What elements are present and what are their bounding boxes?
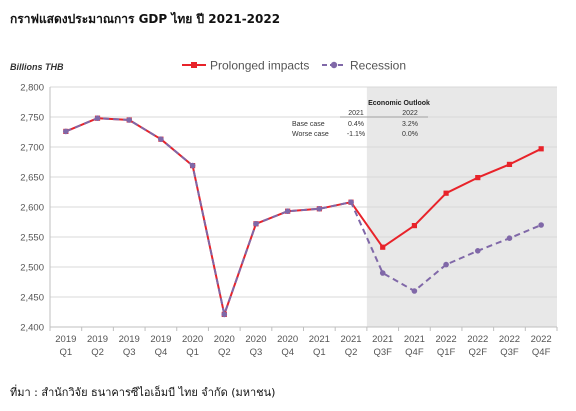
- y-axis-label: Billions THB: [10, 62, 64, 72]
- data-point-square: [411, 223, 418, 229]
- data-point-square: [380, 244, 386, 250]
- x-tick-label-year: 2021: [404, 334, 425, 345]
- data-point-circle: [379, 270, 386, 276]
- x-tick-label-year: 2022: [499, 334, 520, 345]
- y-tick-label: 2,650: [20, 173, 44, 184]
- x-tick-label-year: 2019: [119, 334, 140, 345]
- data-point-circle: [158, 136, 164, 142]
- data-point-circle: [94, 115, 101, 121]
- x-tick-label-year: 2020: [277, 334, 298, 345]
- y-tick-label: 2,500: [20, 263, 44, 274]
- y-tick-label: 2,800: [20, 83, 44, 94]
- y-tick-label: 2,400: [20, 323, 44, 334]
- outlook-cell: 0.0%: [402, 131, 418, 138]
- x-tick-label-quarter: Q3: [123, 347, 136, 358]
- x-tick-label-quarter: Q1: [60, 347, 73, 358]
- outlook-header: 2021: [348, 110, 364, 117]
- data-point-circle: [284, 208, 291, 214]
- chart-legend: Prolonged impacts Recession: [182, 59, 406, 73]
- x-tick-label-quarter: Q2F: [469, 347, 488, 358]
- series-layer: [63, 115, 544, 318]
- y-tick-label: 2,600: [20, 203, 44, 214]
- x-tick-label-quarter: Q4: [281, 347, 294, 358]
- x-tick-label-quarter: Q2: [91, 347, 104, 358]
- x-tick-label-year: 2019: [87, 334, 108, 345]
- x-tick-label-year: 2022: [467, 334, 488, 345]
- page-title: กราฟแสดงประมาณการ GDP ไทย ปี 2021-2022: [10, 12, 281, 26]
- x-tick-label-year: 2019: [55, 334, 76, 345]
- grid-lines: [49, 86, 557, 328]
- data-point-circle: [316, 206, 323, 212]
- x-axis-ticks: 2019 Q1 2019 Q2 2019 Q3 2019 Q4 2020 Q1 2020 Q2 2020…: [49, 327, 558, 358]
- x-tick-label-year: 2020: [182, 334, 203, 345]
- x-tick-label-year: 2022: [436, 334, 457, 345]
- x-tick-label-quarter: Q2: [345, 347, 358, 358]
- source-note: ที่มา : สำนักวิจัย ธนาคารซีไอเอ็มบี ไทย …: [10, 386, 276, 399]
- x-tick-label-quarter: Q1: [186, 347, 199, 358]
- data-point-circle: [348, 199, 354, 205]
- data-point-circle: [63, 128, 69, 135]
- legend-marker: [191, 62, 197, 68]
- outlook-row-label: Base case: [292, 121, 325, 128]
- x-tick-label-quarter: Q1: [313, 347, 326, 358]
- data-point-circle: [253, 221, 259, 227]
- data-point-square: [538, 146, 544, 152]
- data-point-circle: [506, 235, 513, 241]
- outlook-header: 2022: [402, 110, 418, 117]
- outlook-row-label: Worse case: [292, 131, 329, 138]
- x-tick-label-quarter: Q2: [218, 347, 231, 358]
- data-point-square: [506, 161, 513, 167]
- x-tick-label-quarter: Q4: [155, 347, 168, 358]
- data-point-square: [475, 175, 481, 181]
- chart-canvas: 2,400 2,450 2,500 2,550 2,600 2,650 2,700 2,750…: [10, 59, 558, 358]
- x-tick-label-quarter: Q1F: [437, 347, 456, 358]
- data-point-square: [443, 190, 449, 196]
- y-tick-label: 2,450: [20, 293, 44, 304]
- x-tick-label-year: 2020: [214, 334, 235, 345]
- data-point-circle: [411, 288, 418, 294]
- data-point-circle: [221, 311, 228, 318]
- x-tick-label-quarter: Q4F: [532, 347, 551, 358]
- x-tick-label-quarter: Q4F: [405, 347, 424, 358]
- outlook-cell: 3.2%: [402, 121, 418, 128]
- economic-outlook-table: Economic Outlook 2021 2022 Base case 0.4% 3.2…: [292, 100, 430, 138]
- legend-label: Recession: [350, 59, 406, 73]
- data-point-circle: [443, 261, 449, 268]
- y-axis-ticks: 2,400 2,450 2,500 2,550 2,600 2,650 2,700 2,750…: [20, 83, 44, 334]
- y-tick-label: 2,700: [20, 143, 44, 154]
- series-line-1: [65, 117, 542, 316]
- x-tick-label-year: 2020: [245, 334, 266, 345]
- data-point-circle: [474, 248, 481, 254]
- x-tick-label-quarter: Q3: [250, 347, 263, 358]
- outlook-cell: 0.4%: [348, 121, 364, 128]
- y-tick-label: 2,750: [20, 113, 44, 124]
- x-tick-label-year: 2022: [531, 334, 552, 345]
- outlook-title: Economic Outlook: [368, 100, 430, 107]
- x-tick-label-quarter: Q3F: [500, 347, 519, 358]
- y-tick-label: 2,550: [20, 233, 44, 244]
- legend-marker: [330, 61, 338, 69]
- x-tick-label-year: 2019: [150, 334, 171, 345]
- legend-label: Prolonged impacts: [210, 59, 309, 73]
- x-tick-label-year: 2021: [372, 334, 393, 345]
- x-tick-label-year: 2021: [309, 334, 330, 345]
- x-tick-label-year: 2021: [340, 334, 361, 345]
- data-point-circle: [538, 222, 544, 228]
- data-point-circle: [189, 162, 196, 169]
- gdp-line-chart: 2,400 2,450 2,500 2,550 2,600 2,650 2,700 2,750…: [0, 40, 576, 378]
- outlook-cell: -1.1%: [347, 131, 365, 138]
- data-point-circle: [126, 117, 133, 123]
- x-tick-label-quarter: Q3F: [373, 347, 392, 358]
